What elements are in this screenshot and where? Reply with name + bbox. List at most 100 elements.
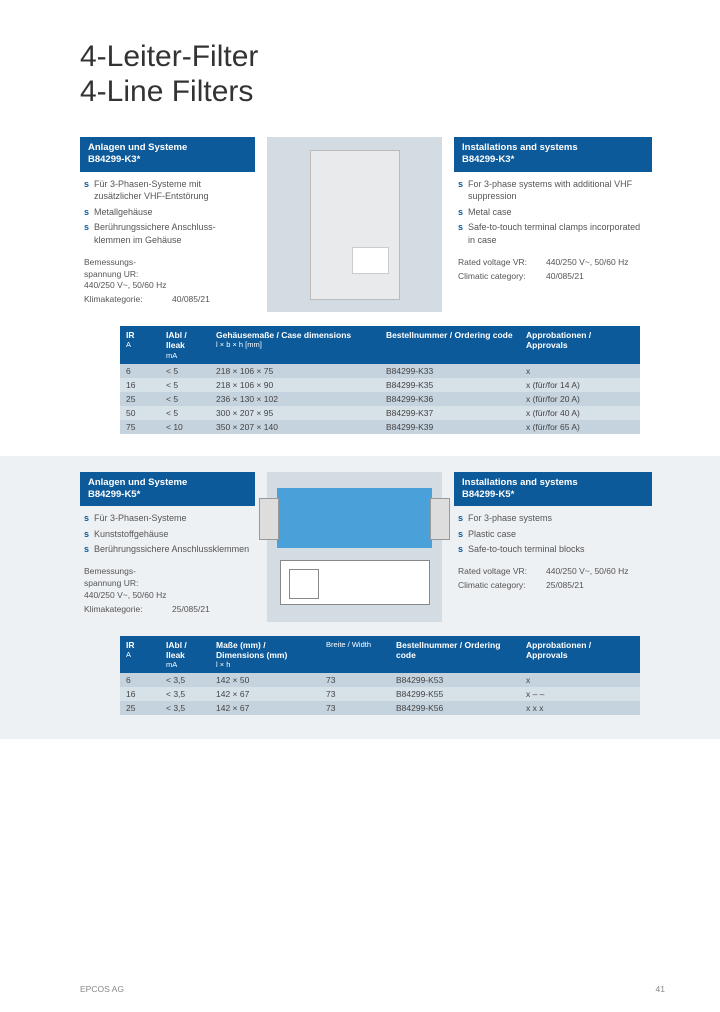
table-k5: IRAIAbl / IleakmAMaße (mm) / Dimensions … — [120, 636, 640, 715]
bullet-item: Für 3-Phasen-Systeme — [84, 512, 251, 525]
filter-module-icon — [277, 488, 432, 548]
table-cell: B84299-K33 — [380, 364, 520, 378]
table-cell: < 5 — [160, 392, 210, 406]
table-row: 16< 5218 × 106 × 90B84299-K35x (für/for … — [120, 378, 640, 392]
table-cell: 73 — [320, 701, 390, 715]
page-footer: EPCOS AG 41 — [0, 984, 720, 994]
bullet-item: Metallgehäuse — [84, 206, 251, 219]
filter-box-icon — [310, 150, 400, 300]
table-cell: 300 × 207 × 95 — [210, 406, 380, 420]
table-cell: 16 — [120, 378, 160, 392]
bullet-item: Kunststoffgehäuse — [84, 528, 251, 541]
table-cell: 73 — [320, 687, 390, 701]
table-cell: < 3,5 — [160, 687, 210, 701]
table-cell: 142 × 67 — [210, 701, 320, 715]
table-cell: x (für/for 65 A) — [520, 420, 640, 434]
bullet-item: Safe-to-touch terminal blocks — [458, 543, 648, 556]
col-en-k3: Installations and systemsB84299-K3* For … — [454, 137, 652, 312]
header-de-k3: Anlagen und SystemeB84299-K3* — [80, 137, 255, 172]
table-cell: 50 — [120, 406, 160, 420]
table-row: 16< 3,5142 × 6773B84299-K55x – – — [120, 687, 640, 701]
table-cell: < 3,5 — [160, 673, 210, 687]
table-cell: x — [520, 673, 640, 687]
table-cell: 16 — [120, 687, 160, 701]
table-cell: B84299-K55 — [390, 687, 520, 701]
bullet-item: Berührungssichere Anschlussklemmen — [84, 543, 251, 556]
table-cell: 6 — [120, 673, 160, 687]
table-header: IAbl / IleakmA — [160, 636, 210, 673]
table-header: Bestellnummer / Ordering code — [390, 636, 520, 673]
table-cell: 218 × 106 × 90 — [210, 378, 380, 392]
table-cell: x x x — [520, 701, 640, 715]
footer-company: EPCOS AG — [80, 984, 124, 994]
table-cell: 73 — [320, 673, 390, 687]
table-cell: < 5 — [160, 378, 210, 392]
table-cell: 25 — [120, 392, 160, 406]
page-title: 4-Leiter-Filter4-Line Filters — [80, 40, 665, 109]
header-de-k5: Anlagen und SystemeB84299-K5* — [80, 472, 255, 507]
specs-en-k5: Rated voltage VR:440/250 V~, 50/60 Hz Cl… — [454, 562, 652, 598]
section-k5-bg: Anlagen und SystemeB84299-K5* Für 3-Phas… — [0, 456, 720, 739]
table-header: Maße (mm) / Dimensions (mm)l × h — [210, 636, 320, 673]
dimension-diagram-icon — [280, 560, 430, 605]
product-image-k3 — [267, 137, 442, 312]
table-k3-wrap: IRAIAbl / IleakmAGehäusemaße / Case dime… — [120, 326, 665, 433]
table-header: Approbationen / Approvals — [520, 636, 640, 673]
col-en-k5: Installations and systemsB84299-K5* For … — [454, 472, 652, 622]
table-cell: < 10 — [160, 420, 210, 434]
table-cell: B84299-K37 — [380, 406, 520, 420]
table-k3: IRAIAbl / IleakmAGehäusemaße / Case dime… — [120, 326, 640, 433]
col-de-k3: Anlagen und SystemeB84299-K3* Für 3-Phas… — [80, 137, 255, 312]
product-image-k5 — [267, 472, 442, 622]
specs-en-k3: Rated voltage VR:440/250 V~, 50/60 Hz Cl… — [454, 253, 652, 289]
table-cell: x — [520, 364, 640, 378]
table-cell: x – – — [520, 687, 640, 701]
table-cell: x (für/for 40 A) — [520, 406, 640, 420]
header-en-k3: Installations and systemsB84299-K3* — [454, 137, 652, 172]
table-cell: 218 × 106 × 75 — [210, 364, 380, 378]
bullet-item: Berührungssichere Anschluss-klemmen im G… — [84, 221, 251, 246]
table-row: 75< 10350 × 207 × 140B84299-K39x (für/fo… — [120, 420, 640, 434]
bullet-item: For 3-phase systems with additional VHF … — [458, 178, 648, 203]
table-header: Bestellnummer / Ordering code — [380, 326, 520, 363]
table-cell: x (für/for 20 A) — [520, 392, 640, 406]
bullet-item: Safe-to-touch terminal clamps incorporat… — [458, 221, 648, 246]
table-cell: 75 — [120, 420, 160, 434]
table-header: IRA — [120, 326, 160, 363]
table-row: 6< 5218 × 106 × 75B84299-K33x — [120, 364, 640, 378]
table-header: Gehäusemaße / Case dimensionsl × b × h [… — [210, 326, 380, 363]
table-row: 50< 5300 × 207 × 95B84299-K37x (für/for … — [120, 406, 640, 420]
table-cell: < 5 — [160, 406, 210, 420]
table-header: IRA — [120, 636, 160, 673]
table-cell: 142 × 67 — [210, 687, 320, 701]
bullet-item: Plastic case — [458, 528, 648, 541]
table-row: 25< 3,5142 × 6773B84299-K56x x x — [120, 701, 640, 715]
bullets-de-k5: Für 3-Phasen-Systeme Kunststoffgehäuse B… — [80, 512, 255, 556]
table-cell: x (für/for 14 A) — [520, 378, 640, 392]
table-cell: B84299-K53 — [390, 673, 520, 687]
table-cell: < 3,5 — [160, 701, 210, 715]
section-k5: Anlagen und SystemeB84299-K5* Für 3-Phas… — [80, 472, 665, 622]
bullet-item: Für 3-Phasen-Systeme mit zusätzlicher VH… — [84, 178, 251, 203]
table-cell: 236 × 130 × 102 — [210, 392, 380, 406]
table-row: 25< 5236 × 130 × 102B84299-K36x (für/for… — [120, 392, 640, 406]
table-cell: B84299-K39 — [380, 420, 520, 434]
bullet-item: For 3-phase systems — [458, 512, 648, 525]
col-de-k5: Anlagen und SystemeB84299-K5* Für 3-Phas… — [80, 472, 255, 622]
bullets-en-k3: For 3-phase systems with additional VHF … — [454, 178, 652, 247]
table-cell: B84299-K36 — [380, 392, 520, 406]
table-header: Breite / Width — [320, 636, 390, 673]
table-cell: 350 × 207 × 140 — [210, 420, 380, 434]
table-row: 6< 3,5142 × 5073B84299-K53x — [120, 673, 640, 687]
specs-de-k3: Bemessungs-spannung UR:440/250 V~, 50/60… — [80, 253, 255, 313]
bullets-en-k5: For 3-phase systems Plastic case Safe-to… — [454, 512, 652, 556]
table-header: IAbl / IleakmA — [160, 326, 210, 363]
table-cell: 25 — [120, 701, 160, 715]
table-cell: B84299-K56 — [390, 701, 520, 715]
table-cell: B84299-K35 — [380, 378, 520, 392]
bullets-de-k3: Für 3-Phasen-Systeme mit zusätzlicher VH… — [80, 178, 255, 247]
table-cell: 6 — [120, 364, 160, 378]
specs-de-k5: Bemessungs-spannung UR:440/250 V~, 50/60… — [80, 562, 255, 622]
header-en-k5: Installations and systemsB84299-K5* — [454, 472, 652, 507]
table-cell: < 5 — [160, 364, 210, 378]
